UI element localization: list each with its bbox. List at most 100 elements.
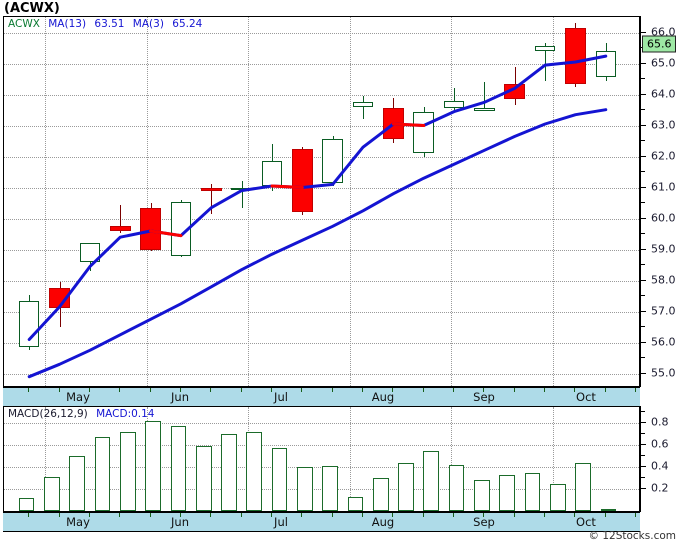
- macd-axis-label: 0.6: [651, 437, 669, 451]
- price-axis-label: 56.0: [651, 335, 676, 349]
- macd-histogram-bar[interactable]: [499, 474, 516, 511]
- macd-histogram-bar[interactable]: [18, 497, 35, 511]
- month-band-tick: [483, 388, 484, 392]
- candlestick-body: [200, 187, 222, 191]
- month-band-tick: [453, 513, 454, 517]
- price-axis-minor-tick: [641, 295, 645, 297]
- macd-legend-label: MACD(26,12,9): [8, 408, 88, 420]
- price-axis-tick: [641, 186, 646, 188]
- price-axis-minor-tick: [641, 357, 645, 359]
- price-axis-label: 63.0: [651, 118, 676, 132]
- macd-gridline-h: [4, 445, 639, 447]
- macd-histogram-bar[interactable]: [575, 462, 591, 511]
- macd-histogram-bar[interactable]: [145, 421, 161, 511]
- macd-axis-label: 0.8: [651, 415, 669, 429]
- macd-legend-value: MACD:0.14: [96, 408, 155, 420]
- macd-gridline-v: [553, 407, 554, 511]
- candlestick-body: [534, 46, 556, 52]
- price-axis-label: 57.0: [651, 304, 676, 318]
- macd-gridline-v: [451, 407, 452, 511]
- candlestick-body: [443, 100, 465, 109]
- price-gridline-h: [4, 32, 639, 34]
- month-band-tick: [392, 388, 393, 392]
- month-band-tick: [544, 388, 545, 392]
- month-label-sep: Sep: [473, 390, 495, 404]
- month-band-macd: May Jun Jul Aug Sep Oct: [3, 512, 640, 532]
- month-label-jul: Jul: [274, 515, 288, 529]
- price-chart-panel[interactable]: ACWX MA(13) 63.51 MA(3) 65.24: [3, 16, 640, 387]
- price-axis: 55.0 56.0 57.0 58.0 59.0 60.0 61.0 62.0 63.0 64.0…: [640, 16, 679, 387]
- candlestick-body: [292, 148, 313, 213]
- macd-histogram-bar[interactable]: [474, 480, 490, 511]
- price-gridline-v: [451, 17, 452, 386]
- price-axis-label: 61.0: [651, 180, 676, 194]
- macd-axis-minor-tick: [641, 477, 645, 479]
- price-axis-tick: [641, 62, 646, 64]
- macd-histogram-bar[interactable]: [94, 436, 111, 511]
- price-axis-minor-tick: [641, 171, 645, 173]
- price-gridline-h: [4, 125, 639, 127]
- price-gridline-h: [4, 373, 639, 375]
- month-label-aug: Aug: [371, 515, 395, 529]
- moving-average-overlay: [27, 54, 608, 379]
- macd-chart-panel[interactable]: MACD(26,12,9) MACD:0.14: [3, 406, 640, 512]
- macd-histogram-bar[interactable]: [322, 466, 338, 511]
- price-axis-tick: [641, 248, 646, 250]
- month-band-tick: [423, 513, 424, 517]
- price-axis-label: 66.0: [651, 25, 676, 38]
- price-axis-label: 64.0: [651, 87, 676, 101]
- month-band-tick: [605, 513, 606, 517]
- price-axis-tick: [641, 31, 646, 33]
- price-axis-tick: [641, 341, 646, 343]
- month-band-tick: [635, 388, 636, 392]
- candlestick-wick: [242, 181, 243, 208]
- macd-axis-label: 0.2: [651, 481, 669, 495]
- month-band-tick: [241, 513, 242, 517]
- month-label-jul: Jul: [274, 390, 288, 404]
- month-band-tick: [514, 388, 515, 392]
- macd-histogram-bar[interactable]: [170, 425, 187, 511]
- macd-histogram-bar[interactable]: [549, 483, 566, 511]
- macd-axis-label: 0.4: [651, 459, 669, 473]
- price-axis-label: 55.0: [651, 366, 676, 380]
- month-label-jun: Jun: [171, 515, 189, 529]
- price-gridline-h: [4, 342, 639, 344]
- price-axis-minor-tick: [641, 109, 645, 111]
- macd-histogram-bar[interactable]: [600, 508, 617, 511]
- month-band-tick: [241, 388, 242, 392]
- month-band-tick: [301, 513, 302, 517]
- price-gridline-h: [4, 280, 639, 282]
- macd-histogram-bar[interactable]: [221, 434, 237, 511]
- price-plot-area: [4, 17, 639, 386]
- macd-histogram-bar[interactable]: [44, 477, 60, 511]
- month-band-tick: [332, 388, 333, 392]
- macd-histogram-bar[interactable]: [69, 456, 86, 511]
- macd-histogram-bar[interactable]: [347, 496, 364, 511]
- candlestick-body: [79, 243, 101, 262]
- macd-histogram-bar[interactable]: [372, 478, 389, 511]
- macd-legend: MACD(26,12,9) MACD:0.14: [8, 408, 160, 420]
- macd-histogram-bar[interactable]: [398, 462, 414, 511]
- legend-ma3-label: MA(3): [132, 18, 164, 30]
- macd-histogram-bar[interactable]: [297, 467, 313, 511]
- month-band-price: May Jun Jul Aug Sep Oct: [3, 387, 640, 407]
- ma3-line-falling-segment: [270, 184, 304, 190]
- month-label-may: May: [66, 390, 90, 404]
- macd-axis: 0.2 0.4 0.6 0.8: [640, 406, 679, 512]
- macd-histogram-bar[interactable]: [448, 465, 465, 511]
- price-axis-tick: [641, 217, 646, 219]
- ma13-line: [27, 108, 608, 379]
- price-gridline-v: [45, 17, 46, 386]
- macd-histogram-bar[interactable]: [271, 447, 288, 511]
- macd-histogram-bar[interactable]: [524, 472, 541, 511]
- macd-histogram-bar[interactable]: [195, 446, 212, 511]
- price-axis-label: 65.0: [651, 56, 676, 69]
- candlestick-body: [170, 201, 192, 256]
- legend-symbol: ACWX: [8, 18, 40, 30]
- macd-histogram-bar[interactable]: [423, 450, 440, 511]
- macd-histogram-bar[interactable]: [119, 432, 136, 511]
- macd-axis-ticks: 0.2 0.4 0.6 0.8: [641, 406, 679, 512]
- macd-histogram-bar[interactable]: [246, 432, 263, 511]
- month-band-tick: [28, 513, 29, 517]
- candlestick-wick: [120, 204, 121, 233]
